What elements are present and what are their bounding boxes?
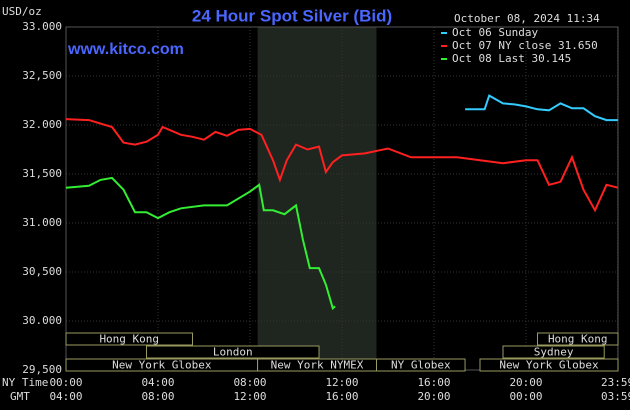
session-label: Sydney bbox=[534, 346, 574, 359]
session-box bbox=[65, 332, 193, 346]
session-box bbox=[502, 345, 605, 359]
session-label: New York Globex bbox=[499, 359, 599, 372]
session-label: Hong Kong bbox=[548, 333, 608, 346]
y-tick-label: 30.000 bbox=[22, 314, 62, 327]
x-tick-label: 20:00 bbox=[509, 376, 542, 389]
gmt-tick-label: 04:00 bbox=[49, 390, 82, 403]
y-tick-label: 30,500 bbox=[22, 265, 62, 278]
source-label: www.kitco.com bbox=[67, 41, 184, 58]
session-box bbox=[146, 345, 320, 359]
session-label: London bbox=[213, 346, 253, 359]
x-tick-label: 04:00 bbox=[141, 376, 174, 389]
y-tick-label: 32.000 bbox=[22, 118, 62, 131]
y-tick-label: 33.000 bbox=[22, 20, 62, 33]
x-tick-label: 00:00 bbox=[49, 376, 82, 389]
session-label: NY Globex bbox=[391, 359, 451, 372]
x-tick-label: 12:00 bbox=[325, 376, 358, 389]
legend-label: Oct 06 Sunday bbox=[452, 26, 538, 39]
gmt-tick-label: 03:59 bbox=[601, 390, 630, 403]
x-tick-label: 08:00 bbox=[233, 376, 266, 389]
chart-title: 24 Hour Spot Silver (Bid) bbox=[192, 6, 392, 25]
legend-label: Oct 07 NY close 31.650 bbox=[452, 39, 598, 52]
session-label: New York Globex bbox=[112, 359, 212, 372]
date-label: October 08, 2024 11:34 bbox=[454, 12, 600, 25]
legend-label: Oct 08 Last 30.145 bbox=[452, 52, 571, 65]
series-line bbox=[465, 94, 618, 122]
gmt-tick-label: 00:00 bbox=[509, 390, 542, 403]
y-tick-label: 31,500 bbox=[22, 167, 62, 180]
series-line bbox=[65, 118, 619, 213]
series-line bbox=[65, 176, 336, 311]
gmt-tick-label: 08:00 bbox=[141, 390, 174, 403]
session-box bbox=[376, 358, 466, 372]
session-box bbox=[537, 332, 619, 346]
y-tick-label: 31.000 bbox=[22, 216, 62, 229]
x-tick-label: 16:00 bbox=[417, 376, 450, 389]
session-label: Hong Kong bbox=[99, 333, 159, 346]
background-layer: 33.000 32,500 32.000 31,500 31.000 30,500 30.0… bbox=[22, 20, 630, 403]
gmt-label: GMT bbox=[10, 390, 30, 403]
gmt-tick-label: 12:00 bbox=[233, 390, 266, 403]
y-tick-label: 32,500 bbox=[22, 69, 62, 82]
session-label: New York NYMEX bbox=[271, 359, 364, 372]
ny-time-label: NY Time bbox=[2, 376, 48, 389]
gmt-tick-label: 16:00 bbox=[325, 390, 358, 403]
session-box bbox=[479, 358, 619, 372]
session-highlight bbox=[257, 27, 377, 370]
y-axis-label: USD/oz bbox=[2, 5, 42, 18]
gmt-tick-label: 20:00 bbox=[417, 390, 450, 403]
x-tick-label: 23:59 bbox=[601, 376, 630, 389]
y-tick-label: 29,500 bbox=[22, 363, 62, 376]
